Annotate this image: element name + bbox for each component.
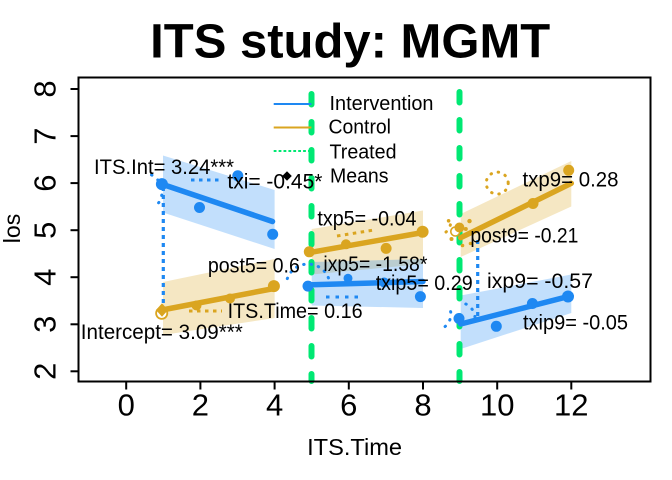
svg-text:ITS.Int= 3.24***: ITS.Int= 3.24***	[94, 156, 234, 179]
svg-text:2: 2	[28, 363, 63, 380]
svg-text:3: 3	[28, 316, 63, 333]
svg-text:ixp5= -1.58*: ixp5= -1.58*	[323, 253, 427, 276]
svg-text:ITS.Time: ITS.Time	[307, 434, 402, 460]
svg-text:txi= -0.45*: txi= -0.45*	[227, 170, 322, 193]
svg-text:12: 12	[554, 388, 588, 423]
svg-text:txp9= 0.28: txp9= 0.28	[523, 169, 619, 192]
svg-text:txip9= -0.05: txip9= -0.05	[523, 312, 628, 335]
svg-text:Treated: Treated	[330, 141, 397, 163]
svg-text:Control: Control	[329, 117, 392, 139]
svg-text:post5= 0.6: post5= 0.6	[208, 255, 300, 278]
svg-text:8: 8	[414, 388, 431, 423]
svg-text:txip5= 0.29: txip5= 0.29	[376, 272, 473, 295]
svg-text:ixp9= -0.57: ixp9= -0.57	[487, 270, 593, 293]
svg-text:4: 4	[266, 388, 283, 423]
svg-text:4: 4	[28, 269, 63, 286]
svg-text:Intervention: Intervention	[330, 93, 434, 115]
svg-text:2: 2	[192, 388, 209, 423]
svg-text:5: 5	[28, 222, 63, 239]
svg-text:Intercept= 3.09***: Intercept= 3.09***	[81, 321, 243, 344]
svg-text:0: 0	[118, 388, 135, 423]
svg-text:6: 6	[28, 174, 63, 191]
svg-text:Means: Means	[330, 165, 389, 187]
svg-text:ITS.Time= 0.16: ITS.Time= 0.16	[228, 300, 363, 323]
svg-text:7: 7	[28, 127, 63, 144]
svg-text:txp5= -0.04: txp5= -0.04	[317, 208, 416, 231]
svg-text:ITS study: MGMT: ITS study: MGMT	[150, 16, 550, 69]
svg-text:8: 8	[28, 80, 63, 97]
svg-text:6: 6	[340, 388, 357, 423]
svg-text:post9= -0.21: post9= -0.21	[470, 225, 578, 248]
svg-text:los: los	[0, 214, 25, 243]
svg-text:10: 10	[480, 388, 514, 423]
